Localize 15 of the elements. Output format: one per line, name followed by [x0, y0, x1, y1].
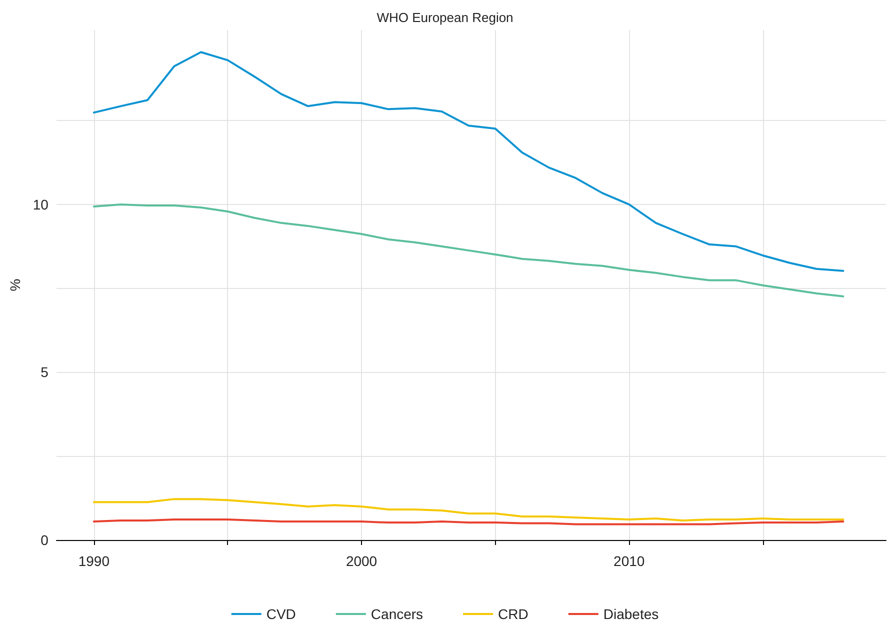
legend-label: Diabetes	[603, 606, 659, 622]
y-tick-label: 10	[32, 196, 49, 212]
x-tick-label: 2010	[614, 553, 645, 569]
legend-label: CRD	[498, 606, 528, 622]
chart-title: WHO European Region	[376, 10, 514, 25]
line-series	[92, 498, 844, 522]
y-tick-label: 5	[40, 364, 49, 380]
line-series	[92, 203, 844, 298]
y-axis-title: %	[7, 278, 23, 292]
x-tick-label: 2000	[346, 553, 378, 569]
line-series	[92, 51, 844, 272]
legend-label: CVD	[266, 606, 296, 622]
x-tick-label: 1990	[78, 553, 110, 569]
legend-label: Cancers	[370, 606, 424, 622]
y-tick-label: 0	[40, 532, 49, 548]
